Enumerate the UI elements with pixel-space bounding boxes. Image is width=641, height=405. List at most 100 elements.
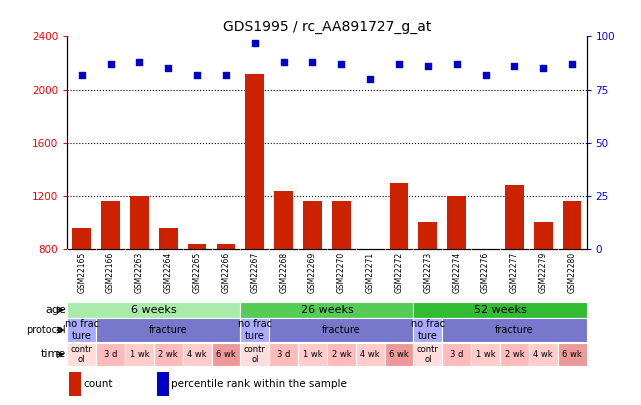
Text: GSM22276: GSM22276 [481, 252, 490, 293]
Text: 4 wk: 4 wk [360, 350, 380, 359]
Bar [72, 228, 91, 356]
Bar [413, 302, 587, 318]
Text: 6 wk: 6 wk [389, 350, 409, 359]
Text: count: count [83, 379, 113, 389]
Text: 4 wk: 4 wk [533, 350, 553, 359]
Bar [390, 183, 408, 356]
Text: contr
ol: contr ol [71, 345, 93, 364]
Text: protocol: protocol [26, 325, 66, 335]
Text: GSM22270: GSM22270 [337, 252, 346, 293]
Bar [442, 318, 587, 342]
Text: GSM22265: GSM22265 [192, 252, 202, 293]
Bar [125, 343, 154, 366]
Point [538, 65, 548, 72]
Point [481, 71, 491, 78]
Bar [447, 196, 466, 356]
Point [249, 40, 260, 46]
Bar [154, 343, 183, 366]
Text: GSM22263: GSM22263 [135, 252, 144, 293]
Bar [67, 343, 96, 366]
Bar [361, 249, 379, 356]
Text: GSM22279: GSM22279 [538, 252, 548, 293]
Point [423, 63, 433, 70]
Text: 52 weeks: 52 weeks [474, 305, 526, 315]
Bar [529, 343, 558, 366]
Bar [101, 201, 120, 356]
Bar [67, 302, 240, 318]
Text: GSM22277: GSM22277 [510, 252, 519, 293]
Text: 1 wk: 1 wk [303, 350, 322, 359]
Text: 2 wk: 2 wk [158, 350, 178, 359]
Text: no frac
ture: no frac ture [411, 319, 445, 341]
Point [77, 71, 87, 78]
Point [105, 61, 115, 67]
Bar [157, 372, 169, 396]
Text: 4 wk: 4 wk [187, 350, 207, 359]
Bar [442, 343, 471, 366]
Point [192, 71, 203, 78]
Text: time: time [40, 350, 66, 359]
Bar [385, 343, 413, 366]
Bar [96, 318, 240, 342]
Point [365, 76, 376, 82]
Point [567, 61, 577, 67]
Text: fracture: fracture [322, 325, 361, 335]
Bar [67, 318, 96, 342]
Bar [471, 343, 500, 366]
Text: GSM22271: GSM22271 [365, 252, 375, 293]
Point [307, 59, 317, 65]
Bar [327, 343, 356, 366]
Text: 3 d: 3 d [104, 350, 117, 359]
Bar [476, 254, 495, 356]
Text: 6 weeks: 6 weeks [131, 305, 177, 315]
Title: GDS1995 / rc_AA891727_g_at: GDS1995 / rc_AA891727_g_at [222, 20, 431, 34]
Bar [413, 318, 442, 342]
Bar [240, 318, 269, 342]
Bar [96, 343, 125, 366]
Bar [240, 302, 413, 318]
Bar [558, 343, 587, 366]
Point [278, 59, 288, 65]
Point [163, 65, 173, 72]
Bar [356, 343, 385, 366]
Point [394, 61, 404, 67]
Text: GSM22165: GSM22165 [77, 252, 87, 293]
Text: 2 wk: 2 wk [331, 350, 351, 359]
Text: 1 wk: 1 wk [129, 350, 149, 359]
Text: GSM22266: GSM22266 [221, 252, 231, 293]
Bar [274, 191, 293, 356]
Bar [183, 343, 212, 366]
Bar [419, 222, 437, 356]
Text: GSM22273: GSM22273 [423, 252, 433, 293]
Bar [69, 372, 81, 396]
Text: GSM22166: GSM22166 [106, 252, 115, 293]
Text: contr
ol: contr ol [244, 345, 266, 364]
Text: no frac
ture: no frac ture [65, 319, 99, 341]
Text: contr
ol: contr ol [417, 345, 439, 364]
Point [135, 59, 145, 65]
Bar [298, 343, 327, 366]
Bar [413, 343, 442, 366]
Text: fracture: fracture [149, 325, 188, 335]
Bar [534, 222, 553, 356]
Point [221, 71, 231, 78]
Bar [500, 343, 529, 366]
Bar [159, 228, 178, 356]
Bar [240, 343, 269, 366]
Point [336, 61, 346, 67]
Text: GSM22267: GSM22267 [250, 252, 260, 293]
Text: GSM22264: GSM22264 [163, 252, 173, 293]
Text: GSM22272: GSM22272 [394, 252, 404, 293]
Text: percentile rank within the sample: percentile rank within the sample [171, 379, 347, 389]
Bar [269, 318, 413, 342]
Point [509, 63, 519, 70]
Text: GSM22269: GSM22269 [308, 252, 317, 293]
Text: 3 d: 3 d [277, 350, 290, 359]
Bar [246, 74, 264, 356]
Bar [332, 201, 351, 356]
Text: 2 wk: 2 wk [504, 350, 524, 359]
Bar [563, 201, 581, 356]
Bar [217, 244, 235, 356]
Bar [212, 343, 240, 366]
Text: GSM22274: GSM22274 [452, 252, 462, 293]
